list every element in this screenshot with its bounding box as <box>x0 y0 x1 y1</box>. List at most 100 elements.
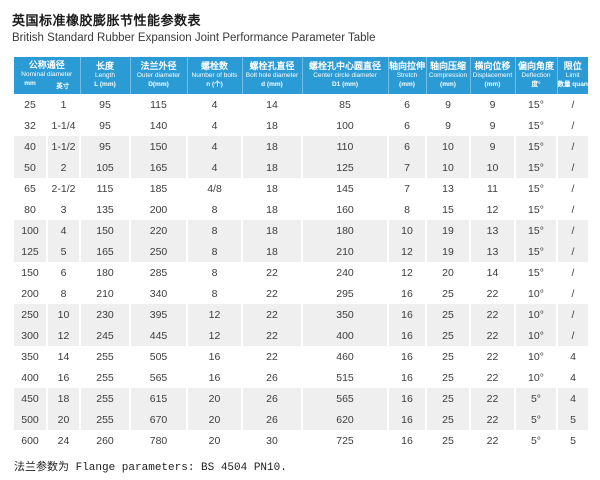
cell: 15° <box>515 94 558 115</box>
parameter-table: 公称通径 Nominal diameter mm 英寸 长度 Length L (mm) 法兰… <box>14 57 598 451</box>
cell: 22 <box>242 262 303 283</box>
cell: 5° <box>515 388 558 409</box>
cell: 615 <box>130 388 188 409</box>
cell: 16 <box>388 367 427 388</box>
column-unit: (mm) <box>440 81 456 88</box>
column-title-cn: 偏向角度 <box>517 61 554 71</box>
table-row: 600 24 260 780 20 30 725 16 25 22 5° 5 <box>14 430 588 451</box>
cell: 255 <box>80 346 131 367</box>
cell: 200 <box>130 199 188 220</box>
cell: 8 <box>187 283 243 304</box>
cell: 5 <box>557 409 588 430</box>
cell: 16 <box>388 325 427 346</box>
column-unit: D(mm) <box>148 81 169 88</box>
cell: 14 <box>242 94 303 115</box>
column-title-en: Bolt hole diameter <box>245 72 299 79</box>
cell: 180 <box>80 262 131 283</box>
cell: 9 <box>426 94 471 115</box>
cell: 16 <box>388 304 427 325</box>
table-row: 40 1-1/2 95 150 4 18 110 6 10 9 15° / <box>14 136 588 157</box>
table-row: 80 3 135 200 8 18 160 8 15 12 15° / <box>14 199 588 220</box>
cell: 22 <box>470 346 516 367</box>
cell: 500 <box>14 409 48 430</box>
cell: 15° <box>515 220 558 241</box>
cell: 460 <box>302 346 389 367</box>
cell: 22 <box>470 325 516 346</box>
cell: 9 <box>426 115 471 136</box>
cell: 285 <box>130 262 188 283</box>
cell: 8 <box>187 262 243 283</box>
column-title-en: Compression <box>428 72 468 79</box>
table-row: 500 20 255 670 20 26 620 16 25 22 5° 5 <box>14 409 588 430</box>
cell: 18 <box>242 220 303 241</box>
cell: 18 <box>242 199 303 220</box>
cell: 10° <box>515 304 558 325</box>
column-title-en: Deflection <box>521 72 551 79</box>
column-title-cn: 限位 <box>563 61 582 71</box>
cell: 165 <box>80 241 131 262</box>
cell: 25 <box>426 304 471 325</box>
cell: 6 <box>388 136 427 157</box>
cell: 445 <box>130 325 188 346</box>
column-header-2: 法兰外径 Outer diameter D(mm) <box>130 57 188 94</box>
cell: 115 <box>80 178 131 199</box>
cell: 160 <box>302 199 389 220</box>
cell: 16 <box>388 409 427 430</box>
cell: 40 <box>14 136 48 157</box>
cell: / <box>571 98 575 111</box>
cell: 140 <box>130 115 188 136</box>
column-unit: 度° <box>531 81 541 88</box>
cell: 565 <box>130 367 188 388</box>
cell: 13 <box>426 178 471 199</box>
cell: 14 <box>470 262 516 283</box>
cell: 2 <box>47 157 81 178</box>
cell: 250 <box>14 304 48 325</box>
cell: 10° <box>515 325 558 346</box>
cell: 450 <box>14 388 48 409</box>
cell: 10 <box>426 157 471 178</box>
cell: 12 <box>187 304 243 325</box>
cell: / <box>557 304 588 325</box>
cell: / <box>557 241 588 262</box>
cell: 230 <box>80 304 131 325</box>
cell: 400 <box>302 325 389 346</box>
cell: 100 <box>302 115 389 136</box>
column-unit: (mm) <box>484 81 501 88</box>
cell: 245 <box>80 325 131 346</box>
column-header-4: 螺栓孔直径 Bolt hole diameter d (mm) <box>242 57 303 94</box>
cell: 18 <box>242 178 303 199</box>
cell: 180 <box>302 220 389 241</box>
cell: 12 <box>187 325 243 346</box>
cell: 115 <box>130 94 188 115</box>
column-header-0: 公称通径 Nominal diameter mm 英寸 <box>14 57 81 94</box>
cell: 16 <box>388 283 427 304</box>
header-row: 公称通径 Nominal diameter mm 英寸 长度 Length L (mm) 法兰… <box>14 57 598 94</box>
column-title-cn: 横向位移 <box>474 61 511 71</box>
cell: 4 <box>187 94 243 115</box>
table-row: 300 12 245 445 12 22 400 16 25 22 10° / <box>14 325 588 346</box>
cell: 25 <box>426 367 471 388</box>
cell: 250 <box>130 241 188 262</box>
cell: / <box>557 325 588 346</box>
cell: 18 <box>242 115 303 136</box>
flange-footnote: 法兰参数为 Flange parameters: BS 4504 PN10. <box>14 462 287 474</box>
column-unit: 数量 quantity <box>557 81 598 88</box>
cell: 105 <box>80 157 131 178</box>
column-subunit: 英寸 <box>56 83 70 90</box>
column-unit: D1 (mm) <box>331 81 358 88</box>
cell: 565 <box>302 388 389 409</box>
cell: / <box>571 203 575 216</box>
table-row: 32 1-1/4 95 140 4 18 100 6 9 9 15° / <box>14 115 588 136</box>
cell: 26 <box>242 367 303 388</box>
cell: 220 <box>130 220 188 241</box>
cell: 9 <box>470 115 516 136</box>
column-unit: L (mm) <box>94 81 116 88</box>
column-title-en: Displacement <box>472 72 513 79</box>
cell: 295 <box>302 283 389 304</box>
cell: / <box>571 287 575 300</box>
cell: 25 <box>426 409 471 430</box>
column-title-en: Length <box>95 72 115 79</box>
cell: 400 <box>14 367 48 388</box>
cell: 85 <box>302 94 389 115</box>
